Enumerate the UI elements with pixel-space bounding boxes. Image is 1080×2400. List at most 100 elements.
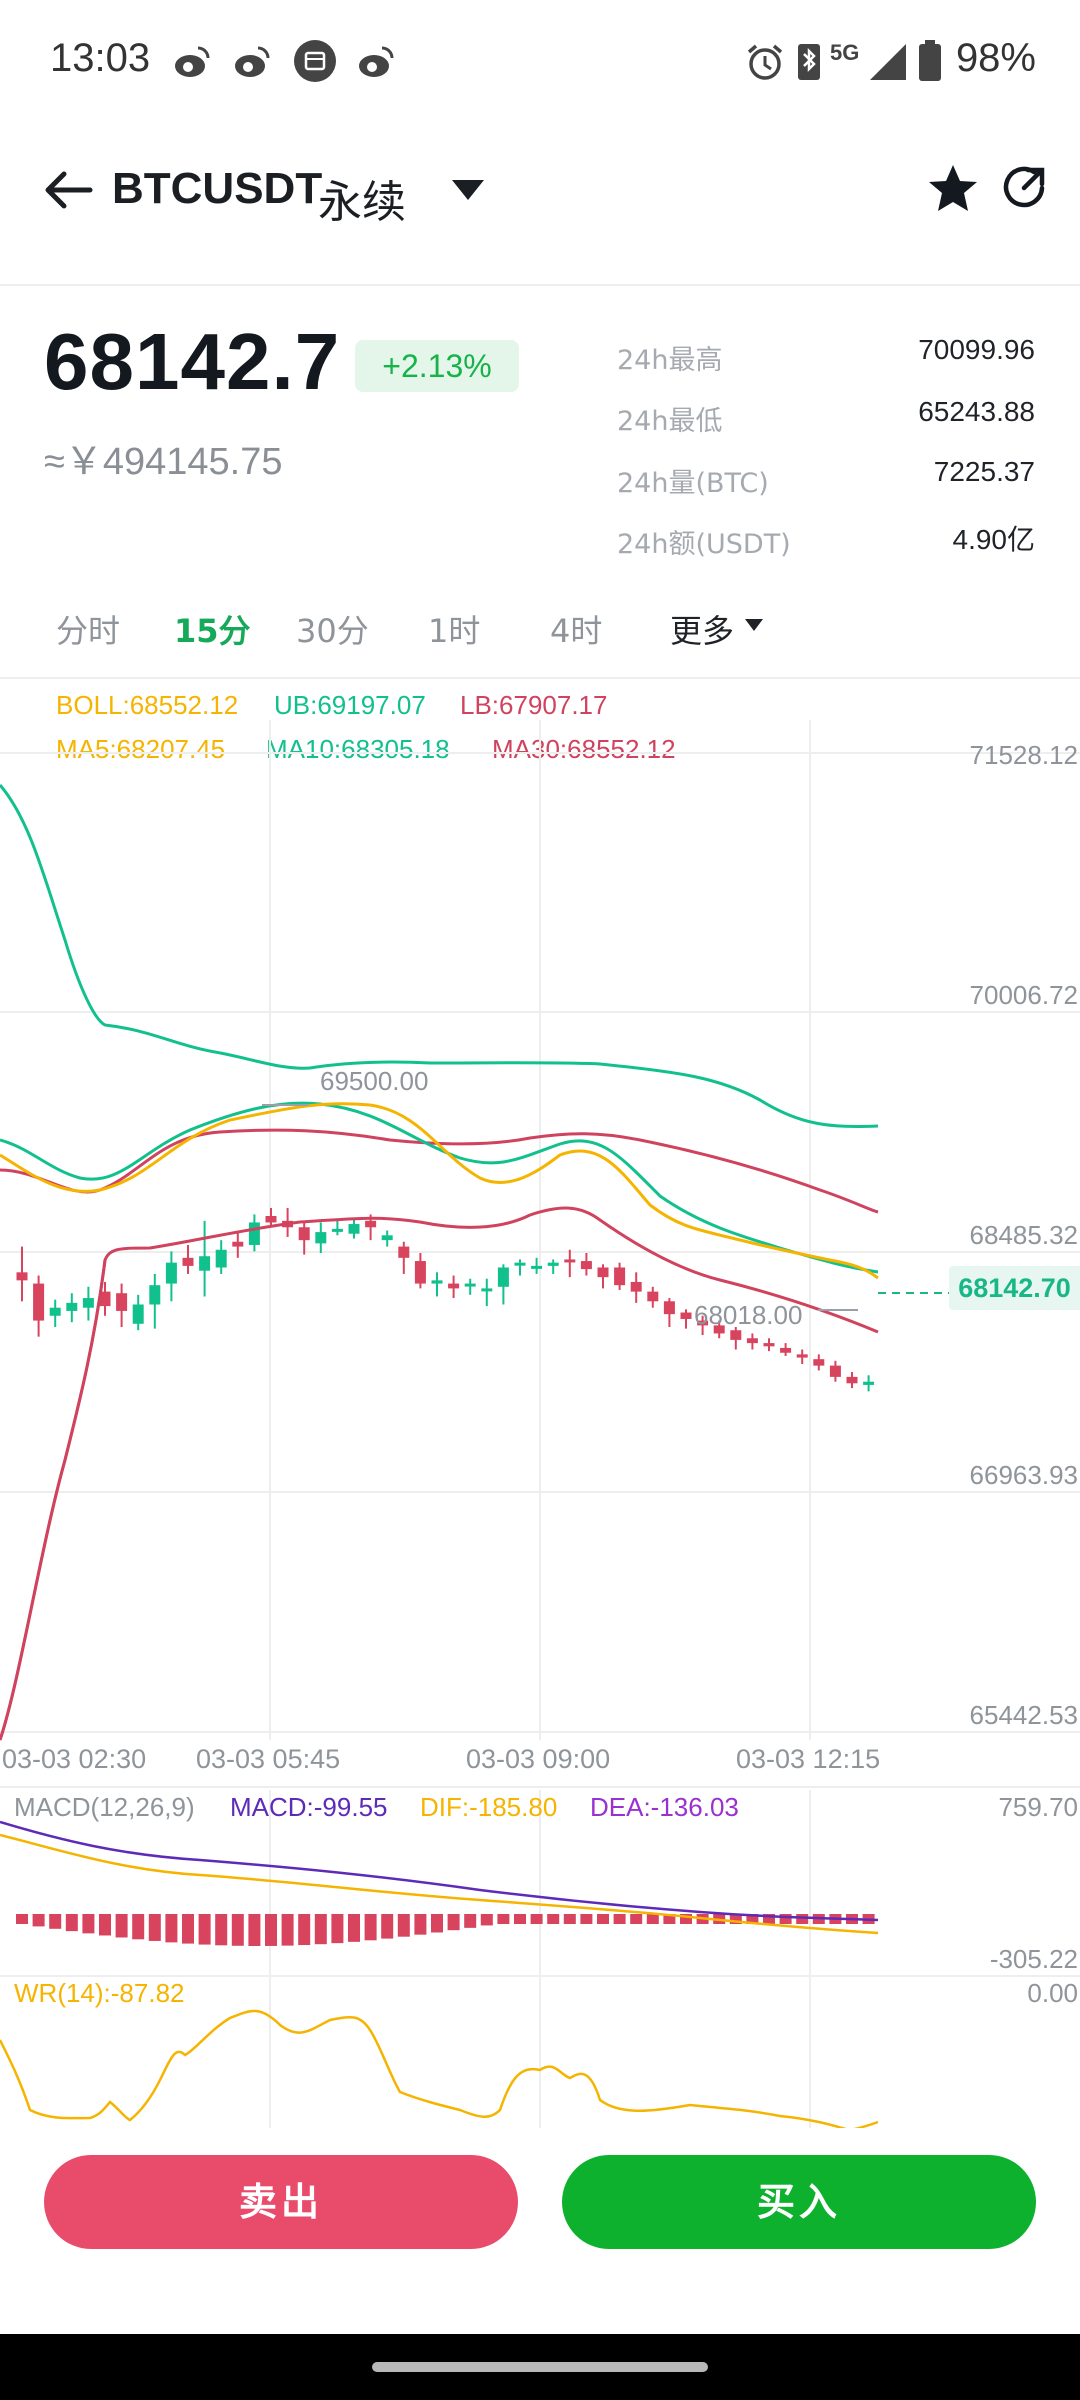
contract-type[interactable]: 永续 <box>318 177 406 228</box>
candle-body <box>730 1330 742 1340</box>
macd-bar <box>215 1914 228 1946</box>
candle-body <box>49 1307 61 1316</box>
stat-high-label: 24h最高 <box>617 345 723 376</box>
candle-body <box>663 1301 675 1315</box>
macd-bar <box>115 1914 128 1938</box>
macd-bar <box>613 1914 626 1924</box>
stat-volume-value: 7225.37 <box>933 456 1035 487</box>
signal-icon <box>870 44 906 80</box>
tab-more[interactable]: 更多 <box>670 612 735 650</box>
candle-body <box>199 1256 211 1271</box>
wr-value: WR(14):-87.82 <box>14 1978 185 2008</box>
macd-bar <box>348 1914 360 1942</box>
macd-bar <box>796 1914 809 1924</box>
high-marker-label: 69500.00 <box>320 1066 429 1096</box>
candle-body <box>315 1232 327 1244</box>
boll-value: BOLL:68552.12 <box>56 690 239 720</box>
macd-bar <box>563 1914 576 1924</box>
macd-bar <box>746 1914 759 1924</box>
candle-body <box>547 1262 559 1266</box>
candle-body <box>33 1283 45 1321</box>
candles-group <box>16 1207 875 1392</box>
stat-high-value: 70099.96 <box>918 334 1035 365</box>
macd-bar <box>331 1914 344 1944</box>
weibo-icon <box>175 46 210 77</box>
stat-turnover-value: 4.90亿 <box>952 524 1036 555</box>
candlestick-chart[interactable] <box>0 700 1080 2140</box>
macd-bar <box>414 1914 427 1935</box>
candle-body <box>796 1354 808 1358</box>
ma30-value: MA30:68552.12 <box>492 734 676 764</box>
boll-lower-line <box>0 1206 879 1741</box>
candle-body <box>348 1224 360 1234</box>
candle-body <box>846 1376 858 1384</box>
star-icon[interactable] <box>926 162 980 216</box>
back-arrow-icon[interactable] <box>42 168 94 212</box>
time-label-1: 03-03 02:30 <box>2 1744 147 1774</box>
candle-body <box>614 1267 626 1286</box>
candle-body <box>298 1227 310 1241</box>
candle-body <box>580 1261 592 1270</box>
macd-bar <box>182 1914 194 1944</box>
home-indicator[interactable] <box>372 2362 708 2372</box>
change-badge: +2.13% <box>355 340 519 392</box>
macd-bar <box>663 1914 676 1924</box>
axis-price-3: 68485.32 <box>969 1220 1078 1250</box>
macd-dea-line <box>0 1833 879 1935</box>
tab-15m[interactable]: 15分 <box>174 612 251 650</box>
candle-body <box>514 1262 526 1266</box>
candle-body <box>813 1359 825 1366</box>
candle-body <box>597 1267 609 1278</box>
candle-body <box>564 1259 576 1263</box>
ma10-line <box>0 1101 879 1274</box>
candle-body <box>215 1249 227 1268</box>
candle-body <box>713 1325 725 1334</box>
share-icon[interactable] <box>1000 164 1048 212</box>
macd-bar <box>530 1914 543 1924</box>
tab-1h[interactable]: 1时 <box>428 612 481 650</box>
macd-bar <box>547 1914 560 1924</box>
candle-body <box>149 1285 161 1305</box>
candle-body <box>16 1272 28 1281</box>
candle-body <box>780 1347 792 1353</box>
ma5-value: MA5:68207.45 <box>56 734 226 764</box>
sell-button[interactable]: 卖出 <box>44 2155 518 2249</box>
network-type: 5G <box>830 40 860 65</box>
stat-turnover-label: 24h额(USDT) <box>617 529 791 560</box>
candle-body <box>99 1291 111 1307</box>
macd-bar <box>198 1914 211 1945</box>
stat-low-label: 24h最低 <box>617 406 723 437</box>
chart-grid <box>0 720 1080 2140</box>
candle-body <box>182 1257 194 1266</box>
current-price-tag[interactable]: 68142.70 <box>949 1266 1080 1310</box>
stat-low-value: 65243.88 <box>918 396 1035 427</box>
macd-bar <box>265 1914 277 1946</box>
tab-30m[interactable]: 30分 <box>296 612 369 650</box>
candle-body <box>248 1222 260 1245</box>
macd-bar <box>314 1914 327 1945</box>
alarm-icon <box>747 44 783 80</box>
candle-body <box>763 1343 775 1347</box>
macd-bar <box>99 1914 111 1936</box>
candle-body <box>331 1228 343 1232</box>
macd-bar <box>364 1914 377 1941</box>
axis-price-1: 71528.12 <box>969 740 1078 770</box>
macd-bar <box>480 1914 493 1926</box>
symbol-title[interactable]: BTCUSDT <box>112 164 323 213</box>
tab-time-share[interactable]: 分时 <box>56 612 121 650</box>
time-label-3: 03-03 09:00 <box>466 1744 611 1774</box>
macd-bar <box>431 1914 443 1933</box>
candle-body <box>680 1312 692 1319</box>
caret-down-icon[interactable] <box>744 618 764 632</box>
caret-down-icon[interactable] <box>450 178 486 202</box>
macd-bar <box>231 1914 244 1946</box>
candle-body <box>647 1291 659 1302</box>
ma30-early-line <box>0 1259 107 1741</box>
buy-button[interactable]: 买入 <box>562 2155 1036 2249</box>
tab-4h[interactable]: 4时 <box>550 612 603 650</box>
calendar-icon <box>294 40 336 82</box>
tabs-divider <box>0 677 1080 679</box>
status-bar: 13:03 5G 98% <box>0 0 1080 126</box>
candle-body <box>414 1261 426 1284</box>
macd-dif-line <box>0 1820 879 1922</box>
